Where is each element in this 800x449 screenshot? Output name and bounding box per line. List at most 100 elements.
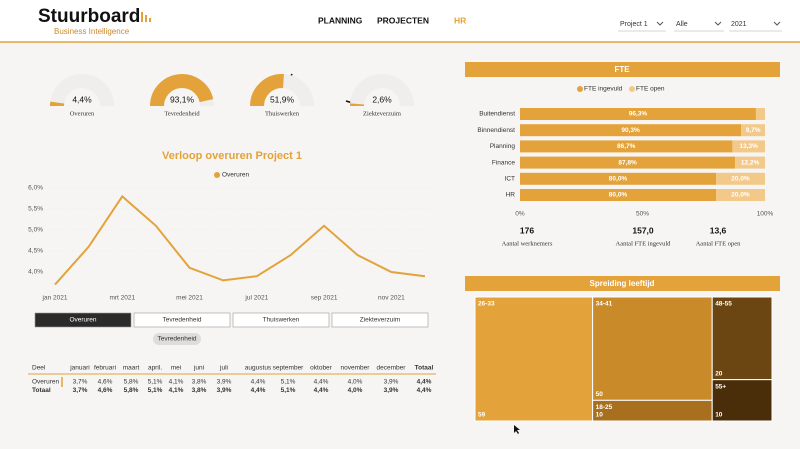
nav-item[interactable]: HR [454, 15, 466, 25]
cell-value: 59 [478, 412, 486, 419]
table-header: april. [148, 365, 162, 372]
cell-label: 34-41 [596, 301, 613, 308]
table-cell: 4,0% [348, 379, 363, 386]
table-cell: 3,9% [384, 387, 399, 394]
logo: Stuurboard [38, 6, 140, 27]
value-label: 20,0% [731, 176, 750, 183]
legend-label: FTE ingevuld [584, 86, 623, 93]
table-cell: 5,8% [124, 379, 139, 386]
y-tick-label: 6,0% [28, 185, 43, 192]
button[interactable] [34, 312, 132, 328]
gauge-value [250, 74, 284, 107]
logo-tagline: Business Intelligence [54, 27, 130, 36]
category-label: Binnendienst [477, 127, 515, 134]
bar [735, 156, 765, 169]
legend-dot [629, 86, 635, 92]
table-cell: 4,6% [98, 379, 113, 386]
nav-item[interactable]: PROJECTEN [377, 15, 429, 25]
table-cell: 4,4% [417, 379, 432, 386]
table-cell: 4,6% [98, 387, 113, 394]
stat-value: 157,0 [632, 225, 654, 235]
table-header: januari [69, 365, 90, 372]
treemap-cell [474, 296, 594, 422]
stat-value: 176 [520, 225, 534, 235]
y-tick-label: 4,5% [28, 248, 43, 255]
treemap-cell [711, 379, 773, 422]
tooltip [153, 333, 201, 345]
table-cell: 3,9% [384, 379, 399, 386]
table-header: maart [123, 365, 140, 372]
table-cell: 4,4% [251, 379, 266, 386]
bar [520, 140, 733, 153]
x-tick-label: mrt 2021 [109, 295, 135, 302]
kpi-label: Overuren [70, 110, 95, 117]
filter[interactable]: Alle [676, 21, 688, 28]
nav-item[interactable]: PLANNING [318, 15, 363, 25]
cell-label: 26-33 [478, 301, 495, 308]
button[interactable] [133, 312, 231, 328]
x-tick-label: sep 2021 [311, 295, 338, 302]
cell-value: 20 [715, 370, 723, 377]
filter[interactable]: Project 1 [620, 21, 648, 28]
table-cell: 5,1% [281, 379, 296, 386]
button-label[interactable]: Thuiswerken [263, 317, 300, 324]
value-label: 9,7% [746, 127, 761, 134]
cell-label: 48-55 [715, 301, 732, 308]
y-tick-label: 5,0% [28, 227, 43, 234]
x-tick-label: 100% [757, 211, 774, 218]
button[interactable] [331, 312, 429, 328]
gauge-track [350, 74, 414, 107]
table-cell: 5,1% [148, 379, 163, 386]
title-band [465, 276, 780, 291]
table-cell: Totaal [32, 387, 51, 394]
bar [716, 189, 765, 201]
category-label: Finance [492, 159, 516, 166]
stat-label: Aantal FTE ingevuld [616, 240, 672, 247]
title-band [465, 62, 780, 77]
filter[interactable]: 2021 [731, 21, 747, 28]
kpi-value: 2,6% [372, 94, 392, 104]
cell-value: 50 [596, 391, 604, 398]
table-cell: 3,8% [192, 379, 207, 386]
button-label[interactable]: Tevredenheid [162, 317, 201, 324]
table-cell: 4,0% [348, 387, 363, 394]
stat-label: Aantal FTE open [696, 240, 742, 247]
logo-icon [149, 18, 151, 22]
chart-title: Verloop overuren Project 1 [162, 150, 302, 162]
y-tick-label: 5,5% [28, 206, 43, 213]
table-header: september [273, 365, 305, 372]
cell-value: 10 [596, 412, 604, 419]
table-cell: 4,1% [169, 387, 184, 394]
stat-value: 13,6 [710, 225, 727, 235]
button-label[interactable]: Ziekteverzuim [360, 317, 400, 324]
button-label[interactable]: Overuren [69, 317, 96, 324]
table-cell: 4,4% [314, 387, 329, 394]
dropdown-arrow [773, 21, 781, 26]
treemap-cell [592, 296, 713, 401]
bar [520, 108, 756, 120]
table-cell: 4,4% [314, 379, 329, 386]
value-label: 20,0% [731, 192, 750, 199]
value-label: 12,2% [741, 159, 760, 166]
table-header: juni [193, 365, 204, 372]
bar [520, 156, 736, 169]
value-label: 80,0% [609, 176, 628, 183]
table-header: oktober [310, 365, 333, 372]
x-tick-label: jan 2021 [42, 295, 68, 302]
cell-label: 55+ [715, 383, 726, 390]
legend-dot [214, 172, 220, 178]
bar [741, 124, 765, 137]
table-header: augustus [245, 365, 272, 372]
header-bar [0, 0, 800, 42]
gauge-track [50, 74, 114, 107]
table-cell: 3,9% [217, 379, 232, 386]
button[interactable] [232, 312, 330, 328]
table-header: december [377, 365, 407, 372]
stat-label: Aantal werknemers [502, 240, 553, 247]
value-label: 80,0% [609, 192, 628, 199]
table-header: mei [171, 365, 181, 372]
category-label: Planning [490, 143, 516, 150]
table-header: februari [94, 365, 116, 372]
